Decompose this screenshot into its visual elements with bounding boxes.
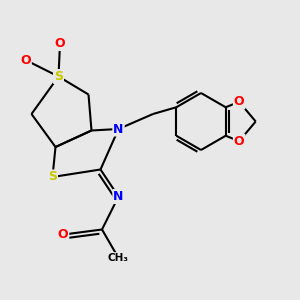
Text: O: O — [58, 228, 68, 241]
Text: O: O — [234, 135, 244, 148]
Text: S: S — [54, 70, 63, 83]
Text: O: O — [20, 53, 31, 67]
Text: N: N — [113, 190, 124, 203]
Text: O: O — [234, 95, 244, 108]
Text: N: N — [113, 122, 124, 136]
Text: S: S — [48, 170, 57, 184]
Text: O: O — [55, 37, 65, 50]
Text: CH₃: CH₃ — [108, 253, 129, 263]
